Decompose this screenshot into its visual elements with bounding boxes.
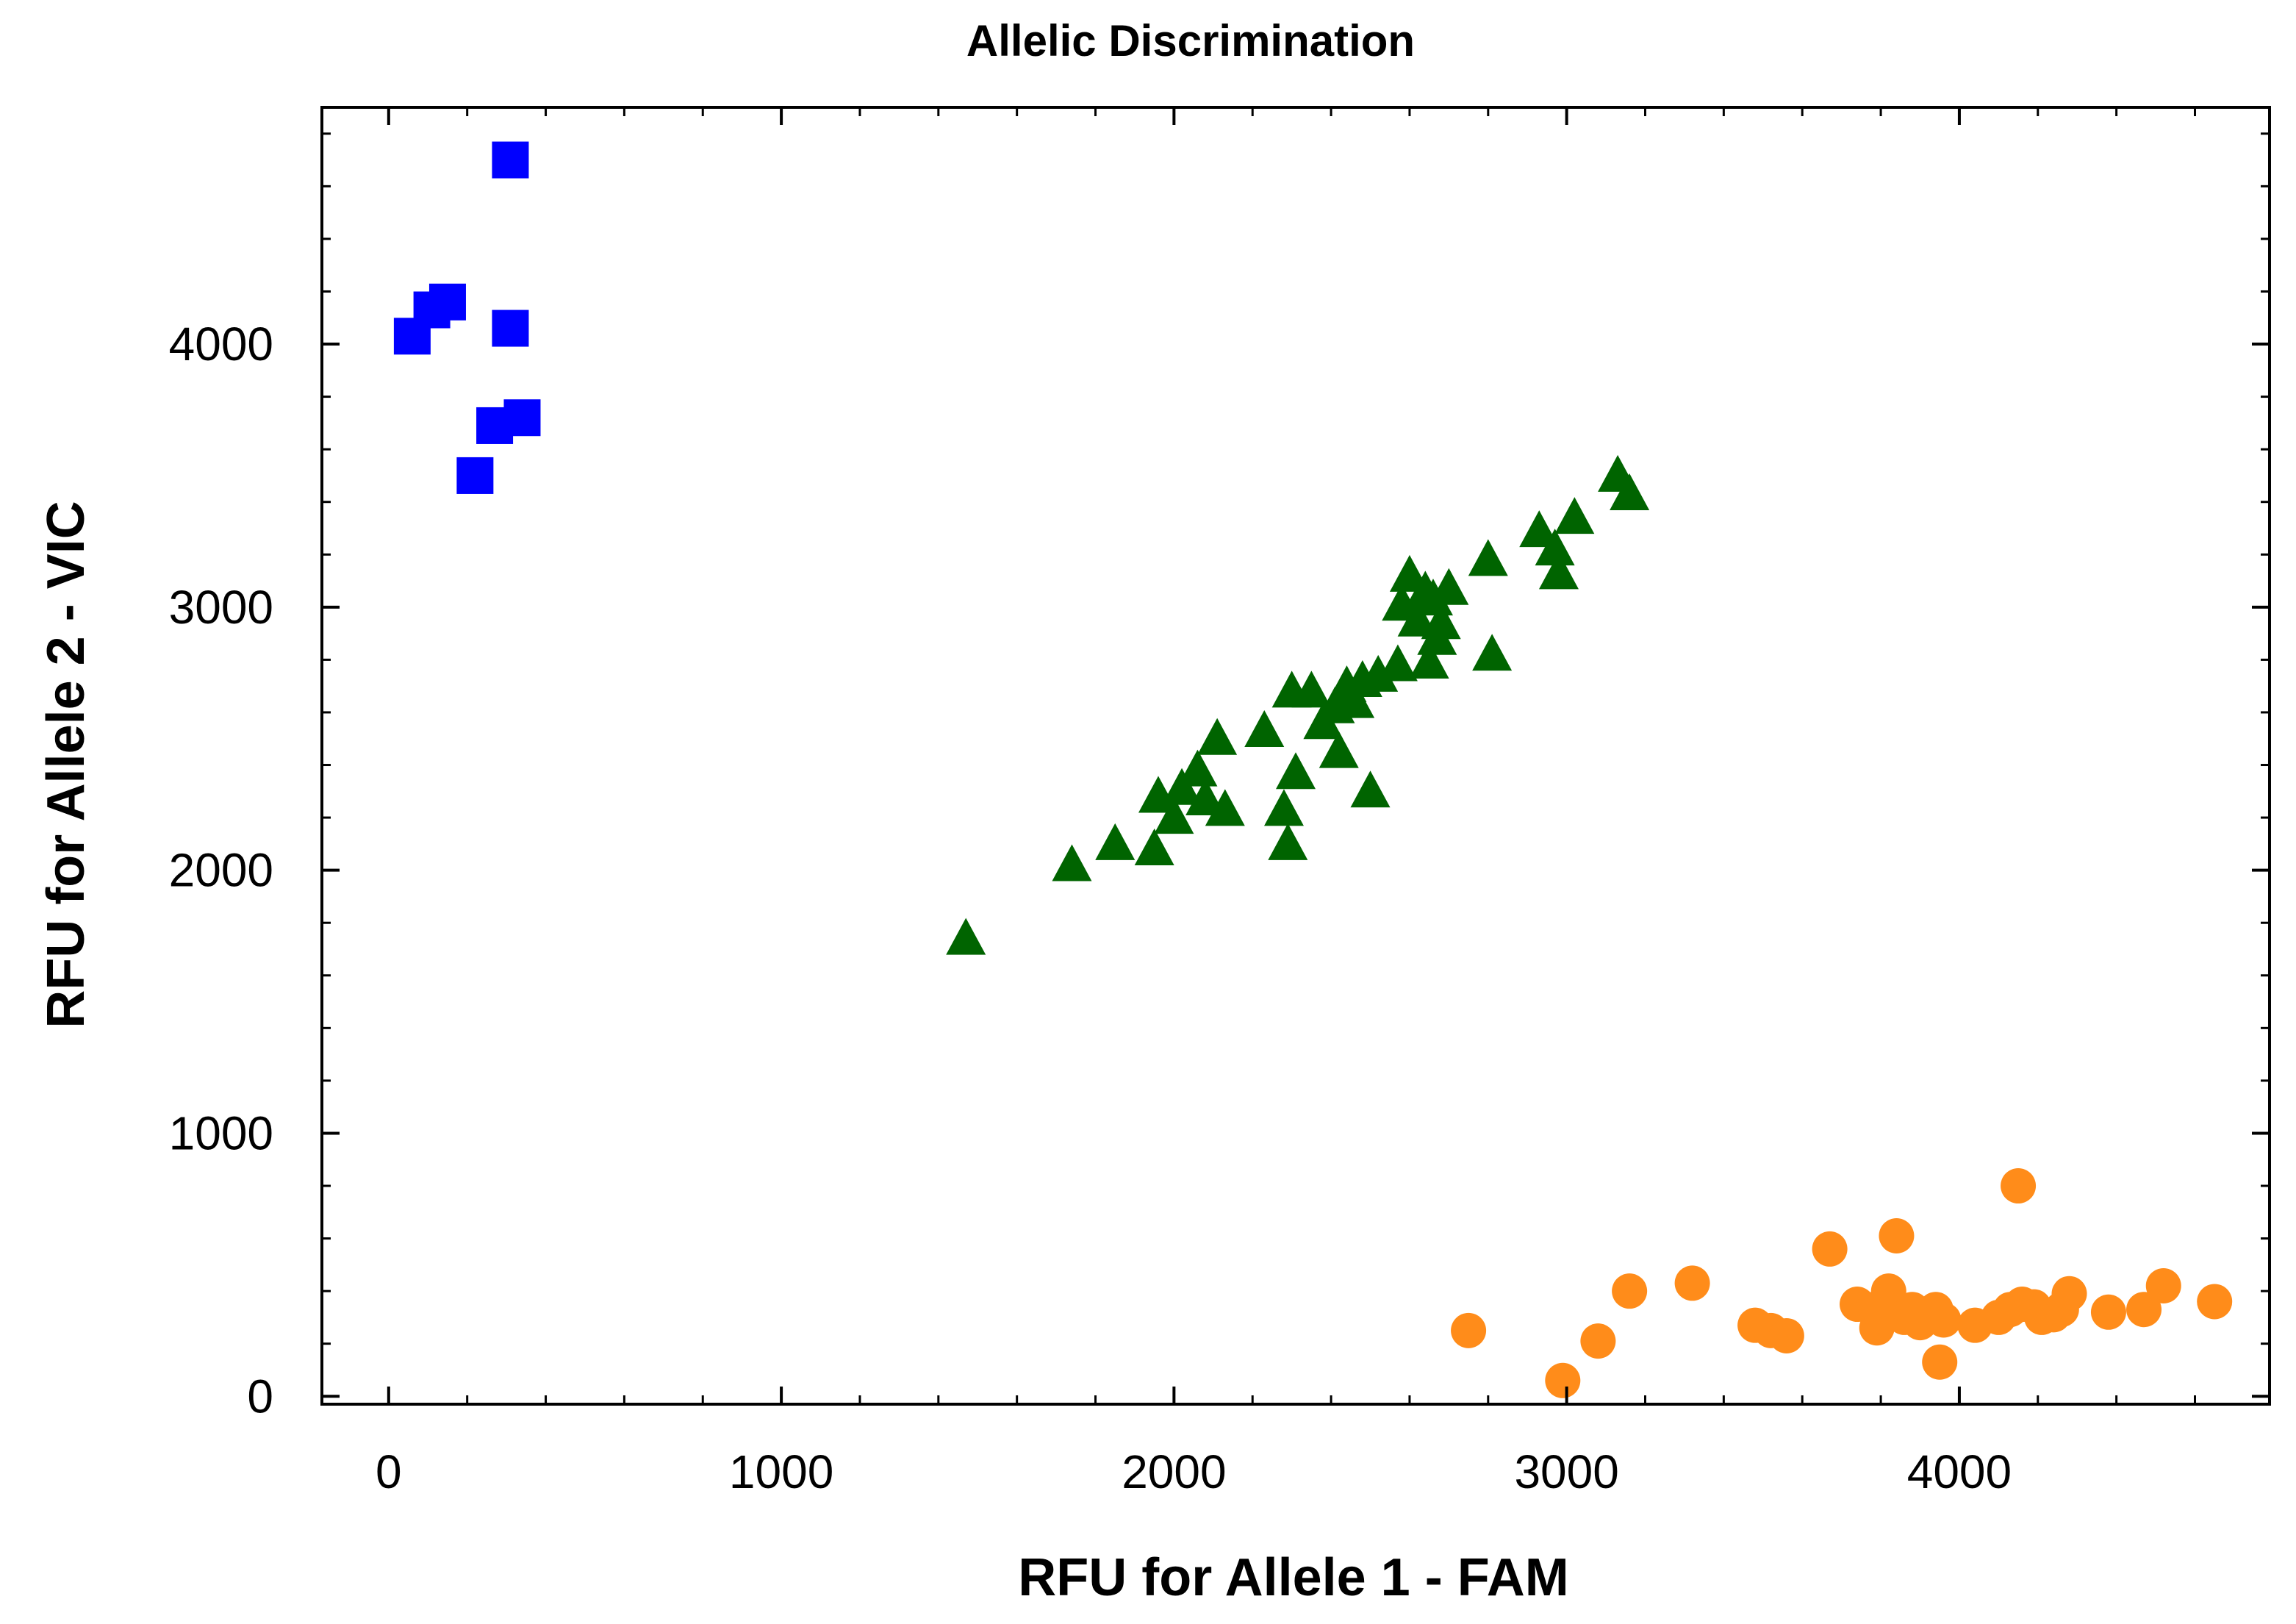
point-triangle-25 [1377, 644, 1418, 682]
point-triangle-12 [1263, 789, 1304, 826]
y-tick-label-2000: 2000 [169, 844, 273, 897]
point-triangle-35 [1468, 539, 1508, 576]
point-triangle-15 [1276, 752, 1316, 790]
point-circle-35 [2197, 1284, 2233, 1320]
point-triangle-7 [1177, 749, 1218, 787]
point-triangle-37 [1519, 510, 1560, 548]
point-triangle-42 [1610, 473, 1650, 510]
point-circle-1 [1545, 1362, 1581, 1398]
point-circle-7 [1768, 1317, 1804, 1353]
point-triangle-11 [1244, 710, 1285, 748]
point-circle-25 [2001, 1168, 2037, 1204]
point-triangle-34 [1429, 568, 1469, 605]
point-triangle-38 [1535, 529, 1575, 566]
point-triangle-16 [1291, 670, 1332, 708]
point-square-4 [492, 310, 529, 347]
point-triangle-3 [1134, 829, 1174, 866]
series-square [393, 141, 541, 494]
chart-title: Allelic Discrimination [966, 16, 1415, 65]
y-tick-label-0: 0 [247, 1370, 273, 1423]
x-tick-label-0: 0 [376, 1445, 402, 1498]
point-triangle-39 [1538, 552, 1579, 590]
point-circle-34 [2145, 1267, 2181, 1303]
y-tick-label-4000: 4000 [169, 318, 273, 371]
point-triangle-30 [1409, 641, 1449, 679]
point-circle-3 [1612, 1273, 1648, 1309]
y-axis-label: RFU for Allele 2 - VIC [37, 501, 96, 1028]
point-circle-33 [2126, 1292, 2162, 1328]
point-triangle-28 [1397, 599, 1438, 637]
point-triangle-8 [1185, 779, 1226, 816]
point-square-3 [428, 283, 466, 321]
point-triangle-1 [1052, 844, 1092, 881]
point-circle-0 [1451, 1312, 1487, 1348]
point-circle-32 [2090, 1294, 2126, 1330]
point-circle-21 [1926, 1302, 1962, 1338]
point-circle-20 [1922, 1344, 1958, 1380]
axes: 0 1000 2000 3000 4000 0 1000 2000 3000 4000 [169, 106, 2271, 1498]
x-tick-label-2000: 2000 [1122, 1445, 1226, 1498]
point-triangle-40 [1554, 497, 1595, 534]
point-triangle-2 [1095, 823, 1136, 860]
x-axis-label: RFU for Allele 1 - FAM [1018, 1548, 1568, 1607]
point-circle-14 [1879, 1218, 1915, 1254]
point-triangle-0 [946, 917, 986, 955]
point-circle-2 [1580, 1323, 1616, 1359]
point-triangle-24 [1358, 654, 1399, 692]
series-triangle [946, 454, 1650, 955]
point-triangle-23 [1350, 770, 1391, 808]
point-triangle-5 [1154, 797, 1194, 834]
point-triangle-10 [1205, 789, 1245, 826]
data-points [393, 141, 2233, 1398]
x-tick-label-1000: 1000 [729, 1445, 833, 1498]
point-triangle-21 [1335, 681, 1375, 718]
x-tick-label-4000: 4000 [1907, 1445, 2012, 1498]
point-square-7 [456, 457, 494, 494]
plot-frame [320, 106, 2271, 1406]
point-triangle-9 [1197, 718, 1238, 755]
point-triangle-13 [1268, 823, 1308, 860]
point-triangle-6 [1162, 768, 1202, 805]
y-tick-label-1000: 1000 [169, 1106, 273, 1159]
point-circle-31 [2051, 1276, 2087, 1312]
point-triangle-33 [1421, 602, 1461, 640]
x-tick-label-3000: 3000 [1514, 1445, 1618, 1498]
point-square-0 [492, 141, 529, 179]
series-circle [1451, 1168, 2233, 1398]
point-triangle-36 [1472, 634, 1513, 671]
point-circle-8 [1812, 1231, 1848, 1267]
point-square-6 [503, 399, 541, 437]
y-tick-label-3000: 3000 [169, 581, 273, 634]
point-triangle-19 [1319, 731, 1359, 768]
point-circle-4 [1674, 1265, 1710, 1301]
